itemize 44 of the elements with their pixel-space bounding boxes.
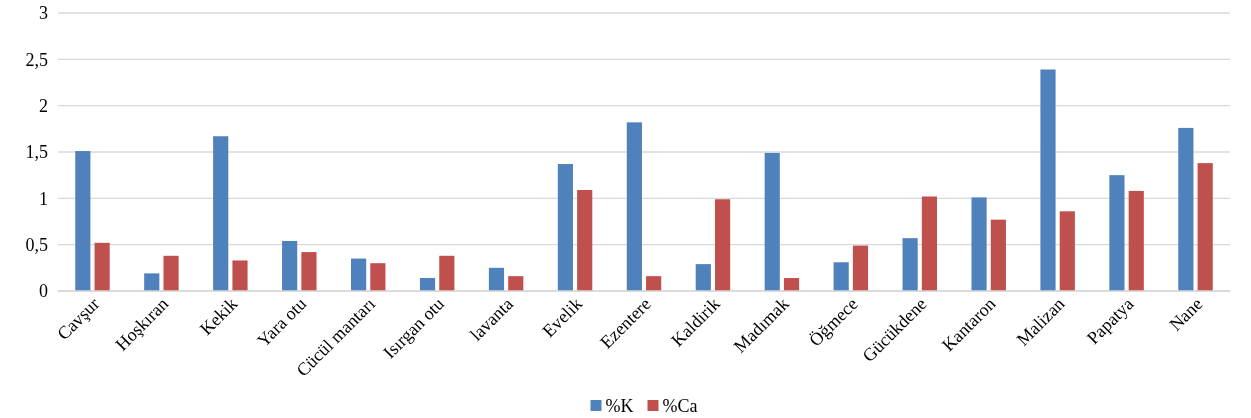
bar [1059,211,1075,291]
bar [1197,163,1213,291]
bar [1128,190,1144,291]
bar [833,262,849,291]
bar [439,255,455,291]
bar [783,278,800,291]
bar [921,196,937,291]
bar [1040,69,1056,291]
bar [370,263,386,291]
bar [232,260,248,291]
x-tick-label: Yara otu [253,293,311,351]
bar [163,255,179,291]
bar [852,245,869,291]
bar [351,258,367,291]
bar [764,152,780,291]
bar [626,122,642,291]
bar [94,242,110,291]
bar [990,219,1006,291]
bar [419,278,436,291]
bar [1178,127,1194,291]
bar [213,136,229,291]
bar [971,197,987,291]
bar [1109,175,1125,291]
y-tick-label: 0,5 [25,234,48,255]
y-tick-label: 1 [39,188,48,209]
legend-label: %K [605,396,634,417]
bar [577,189,593,291]
y-tick-label: 3 [39,3,48,24]
bar [695,264,711,291]
y-tick-label: 1,5 [25,142,48,163]
bar [144,273,160,291]
bar [902,238,918,291]
bar [282,240,298,291]
legend-label: %Ca [662,396,698,417]
bar [75,151,91,291]
y-tick-label: 2,5 [25,49,48,70]
bar [715,199,731,291]
bar [301,252,317,291]
y-tick-label: 0 [39,281,48,302]
y-tick-label: 2 [39,95,48,116]
bar [557,164,573,291]
bar [488,267,505,291]
bar [508,276,524,291]
bar [646,276,662,291]
